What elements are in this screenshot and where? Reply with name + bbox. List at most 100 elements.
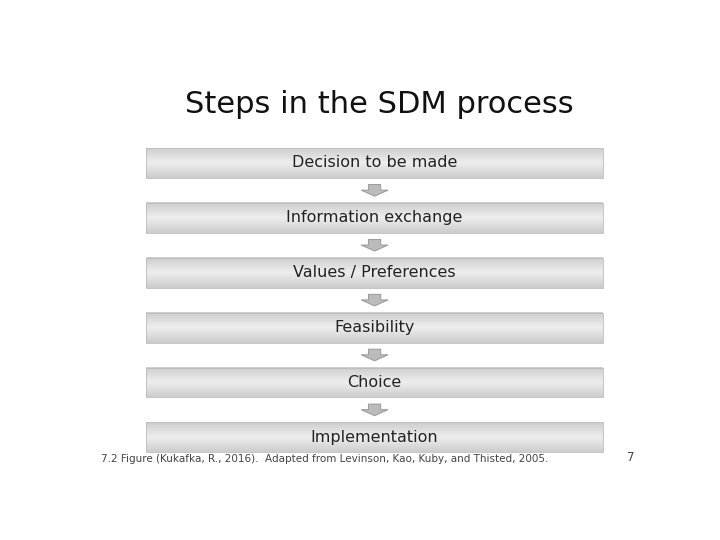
Bar [145, 174, 603, 175]
Bar [145, 280, 603, 281]
Bar [145, 218, 603, 219]
Bar [145, 445, 603, 447]
Bar [145, 430, 603, 431]
Bar [145, 438, 603, 440]
Bar [145, 202, 603, 204]
Text: 7.2 Figure (Kukafka, R., 2016).  Adapted from Levinson, Kao, Kuby, and Thisted, : 7.2 Figure (Kukafka, R., 2016). Adapted … [101, 454, 549, 464]
Text: 7: 7 [626, 451, 634, 464]
Bar [145, 428, 603, 429]
Bar [145, 312, 603, 313]
Bar [145, 318, 603, 319]
Bar [145, 370, 603, 371]
Bar [145, 316, 603, 317]
Bar [145, 341, 603, 342]
Bar [145, 262, 603, 263]
Bar [145, 203, 603, 233]
Bar [145, 217, 603, 218]
Bar [145, 335, 603, 336]
Bar [145, 274, 603, 276]
Bar [145, 383, 603, 384]
Bar [145, 368, 603, 369]
Text: Steps in the SDM process: Steps in the SDM process [185, 90, 574, 119]
Bar [145, 160, 603, 161]
Bar [145, 380, 603, 381]
Bar [145, 167, 603, 168]
Bar [145, 168, 603, 170]
Polygon shape [361, 185, 388, 196]
Bar [145, 272, 603, 273]
Bar [145, 388, 603, 389]
Bar [145, 322, 603, 323]
Bar [145, 163, 603, 164]
Bar [145, 203, 603, 204]
Bar [145, 339, 603, 340]
Bar [145, 376, 603, 377]
Bar [145, 272, 603, 273]
Bar [145, 268, 603, 269]
Bar [145, 313, 603, 314]
Bar [145, 427, 603, 428]
Bar [145, 444, 603, 445]
Bar [145, 172, 603, 173]
Bar [145, 339, 603, 340]
Bar [145, 156, 603, 157]
Bar [145, 278, 603, 279]
Bar [145, 226, 603, 227]
Bar [145, 323, 603, 324]
Bar [145, 231, 603, 232]
Bar [145, 314, 603, 315]
Bar [145, 149, 603, 150]
Bar [145, 266, 603, 267]
Bar [145, 422, 603, 423]
Bar [145, 377, 603, 378]
Bar [145, 330, 603, 332]
Bar [145, 422, 603, 453]
Bar [145, 435, 603, 436]
Bar [145, 429, 603, 430]
Bar [145, 331, 603, 332]
Bar [145, 278, 603, 279]
Bar [145, 384, 603, 386]
Bar [145, 373, 603, 374]
Bar [145, 262, 603, 264]
Bar [145, 158, 603, 159]
Bar [145, 429, 603, 430]
Bar [145, 427, 603, 428]
Bar [145, 374, 603, 375]
Bar [145, 286, 603, 287]
Polygon shape [361, 294, 388, 306]
Bar [145, 341, 603, 342]
Bar [145, 274, 603, 275]
Bar [145, 387, 603, 388]
Bar [145, 437, 603, 438]
Bar [145, 314, 603, 315]
Bar [145, 446, 603, 447]
Bar [145, 335, 603, 336]
Bar [145, 333, 603, 334]
Bar [145, 228, 603, 229]
Bar [145, 431, 603, 433]
Bar [145, 214, 603, 215]
Bar [145, 208, 603, 210]
Bar [145, 325, 603, 326]
Bar [145, 225, 603, 226]
Bar [145, 222, 603, 224]
Bar [145, 216, 603, 217]
Bar [145, 176, 603, 177]
Bar [145, 385, 603, 386]
Bar [145, 264, 603, 265]
Bar [145, 163, 603, 164]
Bar [145, 332, 603, 333]
Bar [145, 369, 603, 370]
Bar [145, 221, 603, 222]
Bar [145, 433, 603, 434]
Bar [145, 148, 603, 150]
Bar [145, 207, 603, 208]
Bar [145, 284, 603, 285]
Bar [145, 337, 603, 338]
Bar [145, 177, 603, 178]
Bar [145, 258, 603, 288]
Bar [145, 271, 603, 272]
Bar [145, 212, 603, 213]
Bar [145, 281, 603, 282]
